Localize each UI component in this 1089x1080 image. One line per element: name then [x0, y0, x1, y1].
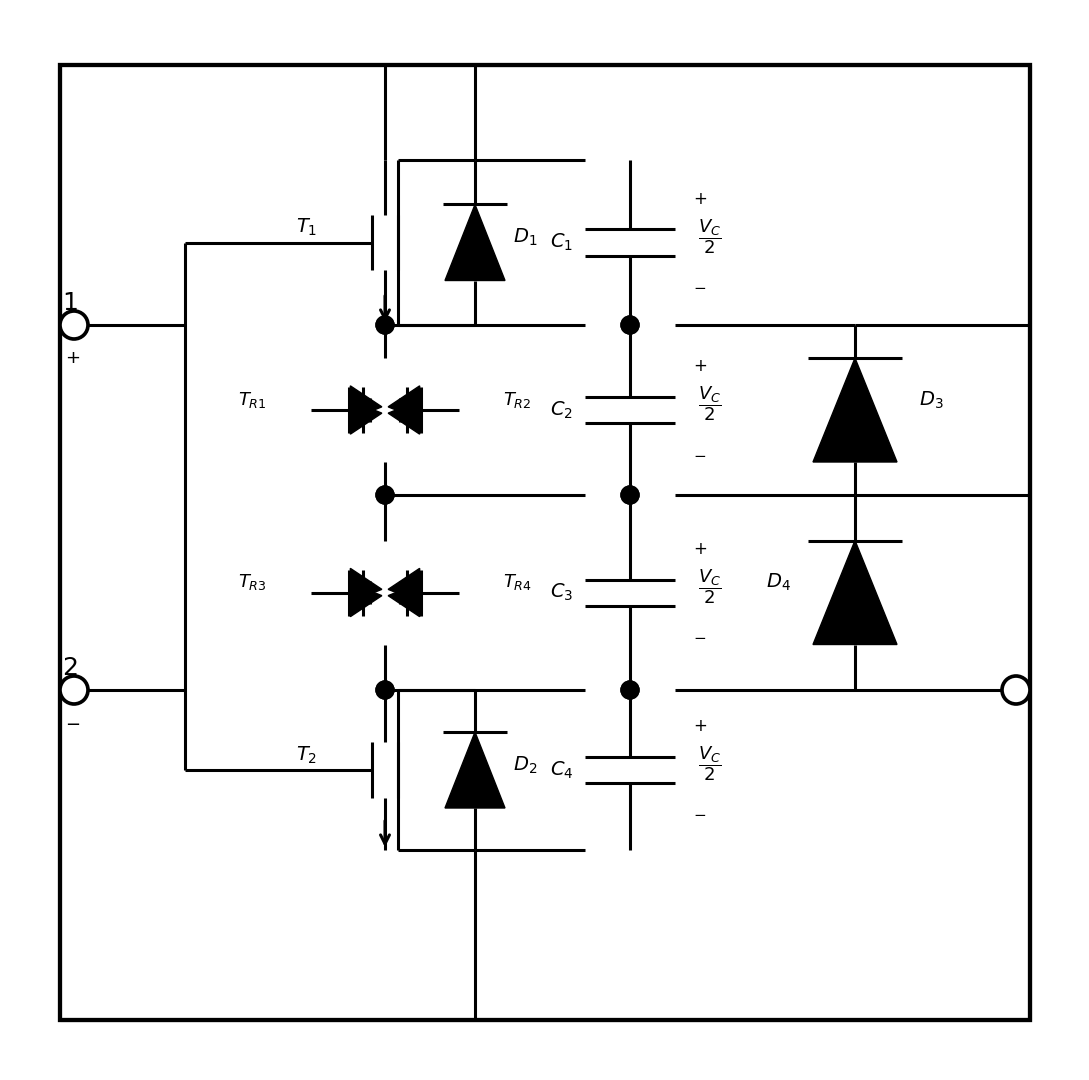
Text: $D_3$: $D_3$	[919, 390, 943, 410]
Text: $+$: $+$	[65, 349, 81, 367]
Text: $1$: $1$	[62, 291, 77, 315]
Polygon shape	[351, 401, 382, 434]
Polygon shape	[351, 568, 382, 602]
Polygon shape	[388, 568, 419, 602]
Circle shape	[376, 681, 394, 699]
Circle shape	[621, 486, 639, 504]
Circle shape	[376, 316, 394, 334]
Text: $C_1$: $C_1$	[550, 232, 573, 253]
Text: $T_{R3}$: $T_{R3}$	[238, 572, 267, 593]
Text: $-$: $-$	[65, 714, 81, 732]
Circle shape	[621, 681, 639, 699]
Text: $+$: $+$	[693, 540, 707, 557]
Text: $\dfrac{V_C}{2}$: $\dfrac{V_C}{2}$	[698, 567, 722, 606]
Text: $+$: $+$	[693, 189, 707, 207]
Text: $\dfrac{V_C}{2}$: $\dfrac{V_C}{2}$	[698, 217, 722, 256]
Polygon shape	[388, 583, 419, 617]
Text: $D_4$: $D_4$	[767, 571, 791, 593]
Text: $-$: $-$	[693, 279, 706, 294]
Polygon shape	[351, 583, 382, 617]
Circle shape	[376, 681, 394, 699]
Circle shape	[60, 311, 88, 339]
Text: $2$: $2$	[62, 656, 77, 680]
Circle shape	[60, 676, 88, 704]
Text: $T_{R1}$: $T_{R1}$	[238, 390, 267, 410]
Text: $C_4$: $C_4$	[550, 759, 573, 781]
Polygon shape	[445, 732, 505, 808]
Text: $\dfrac{V_C}{2}$: $\dfrac{V_C}{2}$	[698, 384, 722, 423]
Circle shape	[376, 316, 394, 334]
Text: $-$: $-$	[693, 629, 706, 644]
Text: $-$: $-$	[693, 446, 706, 461]
Text: $+$: $+$	[693, 357, 707, 375]
Text: $-$: $-$	[693, 807, 706, 822]
Text: $D_1$: $D_1$	[513, 227, 537, 248]
Polygon shape	[445, 204, 505, 281]
Polygon shape	[351, 386, 382, 419]
Polygon shape	[813, 357, 897, 462]
Text: $D_2$: $D_2$	[513, 754, 537, 775]
Polygon shape	[388, 386, 419, 419]
Text: $T_2$: $T_2$	[296, 744, 317, 766]
Circle shape	[621, 486, 639, 504]
Text: $\dfrac{V_C}{2}$: $\dfrac{V_C}{2}$	[698, 745, 722, 783]
Polygon shape	[388, 401, 419, 434]
Text: $+$: $+$	[693, 717, 707, 735]
Text: $C_3$: $C_3$	[550, 582, 573, 603]
Text: $T_1$: $T_1$	[296, 217, 317, 239]
Bar	[60, 65, 1030, 1020]
Circle shape	[621, 316, 639, 334]
Polygon shape	[813, 540, 897, 645]
Circle shape	[621, 681, 639, 699]
Text: $T_{R2}$: $T_{R2}$	[503, 390, 531, 410]
Text: $T_{R4}$: $T_{R4}$	[503, 572, 533, 593]
Text: $C_2$: $C_2$	[550, 400, 573, 420]
Circle shape	[621, 316, 639, 334]
Circle shape	[376, 486, 394, 504]
Circle shape	[1002, 676, 1030, 704]
Circle shape	[376, 486, 394, 504]
